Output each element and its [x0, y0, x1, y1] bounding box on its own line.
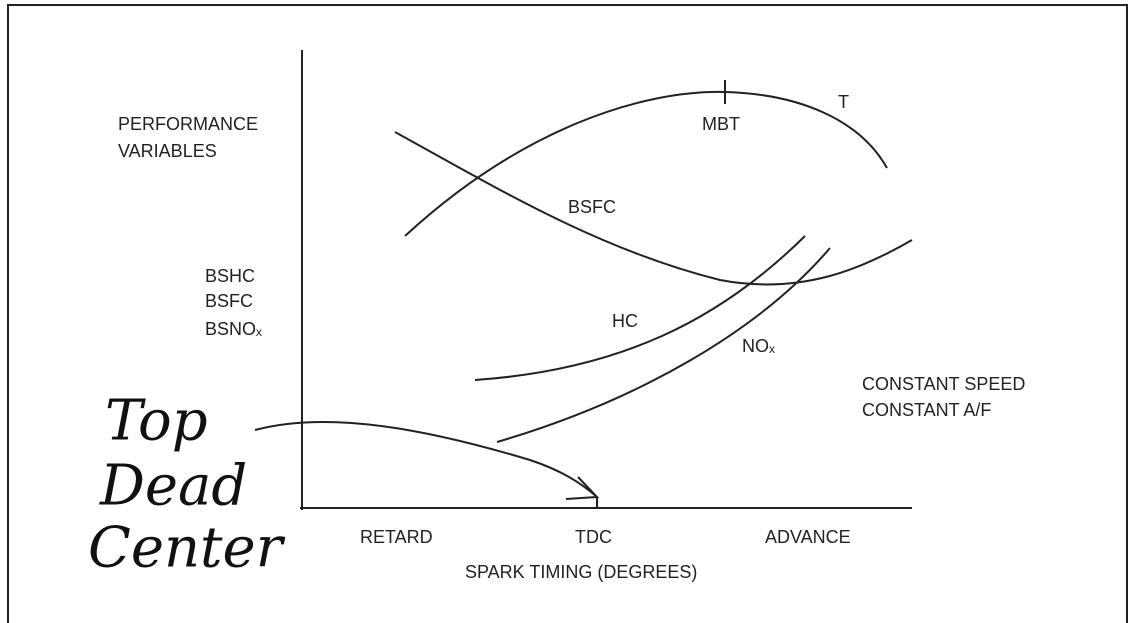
- label: BSNOₓ: [205, 319, 262, 339]
- annotation: Dead: [99, 454, 247, 519]
- label: BSFC: [205, 291, 253, 311]
- label: PERFORMANCE: [118, 114, 258, 134]
- label: BSHC: [205, 266, 255, 286]
- x-label: TDC: [575, 527, 612, 547]
- x-label: RETARD: [360, 527, 433, 547]
- bsfc-curve: [394, 131, 913, 286]
- frame: [7, 4, 1128, 623]
- x-title: SPARK TIMING (DEGREES): [465, 562, 697, 582]
- curve-label: MBT: [702, 114, 740, 134]
- condition: CONSTANT SPEED: [862, 374, 1025, 394]
- arrow: [254, 420, 598, 498]
- nox-curve: [496, 247, 831, 443]
- arrow-head: [565, 476, 600, 500]
- curve-label: NOₓ: [742, 336, 775, 356]
- condition: CONSTANT A/F: [862, 400, 991, 420]
- hc-curve: [474, 235, 806, 381]
- torque-curve: [404, 90, 888, 237]
- label: VARIABLES: [118, 141, 217, 161]
- annotation: Top: [105, 389, 208, 454]
- curve-label: BSFC: [568, 197, 616, 217]
- x-label: ADVANCE: [765, 527, 851, 547]
- annotation: Center: [88, 516, 286, 581]
- curve-label: T: [838, 92, 849, 112]
- curve-label: HC: [612, 311, 638, 331]
